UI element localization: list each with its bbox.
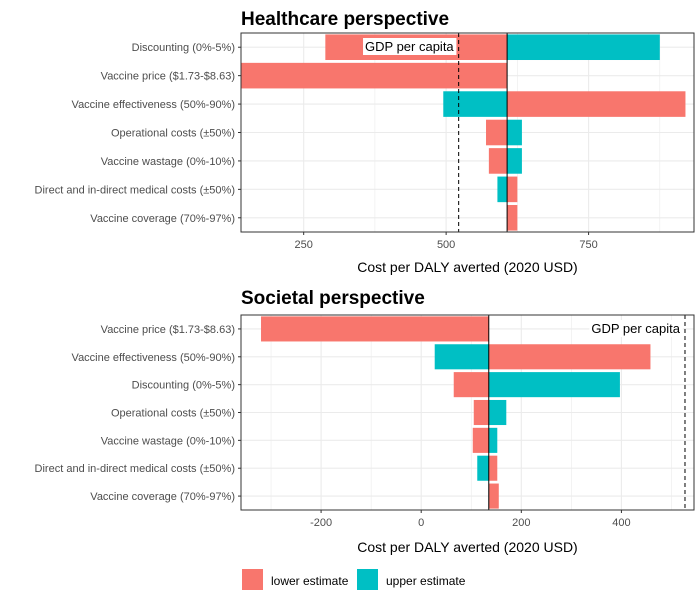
category-label: Operational costs (±50%) [111, 408, 235, 420]
legend-swatch-upper [357, 569, 378, 590]
category-label: Vaccine coverage (70%-97%) [90, 491, 235, 503]
category-label: Vaccine wastage (0%-10%) [101, 156, 235, 168]
category-label: Vaccine effectiveness (50%-90%) [72, 99, 235, 111]
category-label: Direct and in-direct medical costs (±50%… [35, 184, 235, 196]
category-label: Vaccine effectiveness (50%-90%) [72, 352, 235, 364]
lower-estimate-bar [474, 400, 489, 425]
x-axis-label: Cost per DALY averted (2020 USD) [357, 539, 577, 555]
x-tick-label: 200 [512, 517, 530, 529]
lower-estimate-bar [454, 372, 489, 397]
lower-estimate-bar [507, 205, 517, 231]
gdp-per-capita-label: GDP per capita [365, 39, 454, 54]
lower-estimate-bar [507, 177, 517, 203]
x-tick-label: 750 [579, 239, 597, 251]
lower-estimate-bar [489, 456, 498, 481]
x-tick-label: -200 [310, 517, 332, 529]
x-axis-label: Cost per DALY averted (2020 USD) [357, 259, 577, 275]
category-label: Direct and in-direct medical costs (±50%… [35, 463, 235, 475]
lower-estimate-bar [489, 484, 499, 509]
upper-estimate-bar [507, 34, 660, 60]
upper-estimate-bar [497, 177, 507, 203]
lower-estimate-bar [489, 148, 507, 174]
lower-estimate-bar [507, 91, 685, 117]
x-tick-label: 0 [418, 517, 424, 529]
upper-estimate-bar [507, 148, 522, 174]
category-label: Discounting (0%-5%) [132, 380, 235, 392]
upper-estimate-bar [443, 91, 507, 117]
legend-label-lower: lower estimate [271, 574, 349, 588]
category-label: Vaccine wastage (0%-10%) [101, 435, 235, 447]
lower-estimate-bar [261, 316, 489, 341]
lower-estimate-bar [241, 63, 507, 89]
upper-estimate-bar [489, 372, 620, 397]
upper-estimate-bar [507, 120, 522, 146]
upper-estimate-bar [489, 400, 507, 425]
gdp-per-capita-label: GDP per capita [591, 321, 680, 336]
upper-estimate-bar [435, 344, 489, 369]
legend-label-upper: upper estimate [386, 574, 466, 588]
x-tick-label: 250 [294, 239, 312, 251]
category-label: Operational costs (±50%) [111, 128, 235, 140]
chart-title: Healthcare perspective [241, 9, 449, 30]
category-label: Discounting (0%-5%) [132, 42, 235, 54]
x-tick-label: 400 [612, 517, 630, 529]
upper-estimate-bar [477, 456, 489, 481]
category-label: Vaccine coverage (70%-97%) [90, 213, 235, 225]
lower-estimate-bar [486, 120, 507, 146]
legend-swatch-lower [242, 569, 263, 590]
chart-title: Societal perspective [241, 288, 425, 309]
lower-estimate-bar [489, 344, 651, 369]
lower-estimate-bar [473, 428, 489, 453]
upper-estimate-bar [489, 428, 498, 453]
x-tick-label: 500 [437, 239, 455, 251]
category-label: Vaccine price ($1.73-$8.63) [101, 71, 235, 83]
category-label: Vaccine price ($1.73-$8.63) [101, 324, 235, 336]
